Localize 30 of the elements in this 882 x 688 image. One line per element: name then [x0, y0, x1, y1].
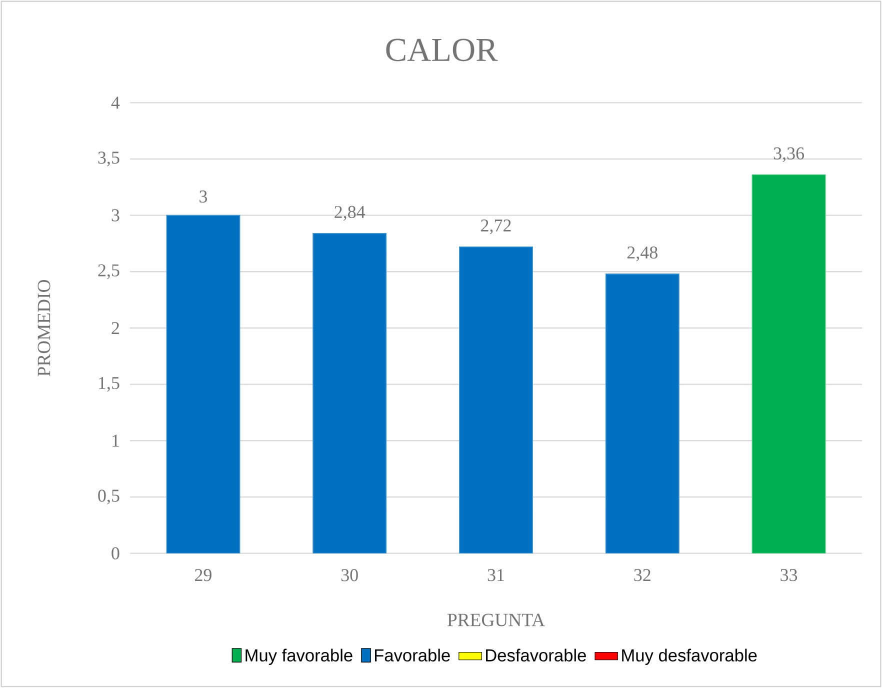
x-axis-title: PREGUNTA — [448, 614, 545, 626]
y-tick-label: 1,5 — [99, 377, 120, 392]
legend-label: Muy desfavorable — [622, 648, 757, 665]
y-tick-label: 1 — [112, 434, 119, 447]
data-label: 2,84 — [334, 206, 366, 221]
y-axis-title: PROMEDIO — [38, 280, 50, 376]
y-tick-label: 3,5 — [98, 152, 120, 166]
x-tick-label: 31 — [488, 569, 504, 582]
y-tick-label: 2 — [112, 322, 119, 334]
x-tick-label: 29 — [195, 569, 212, 582]
y-tick-label: 0 — [112, 547, 120, 560]
bar — [166, 214, 240, 554]
bar — [312, 232, 387, 554]
y-tick-label: 2,5 — [98, 264, 120, 279]
x-tick-label: 30 — [341, 569, 358, 582]
legend-label: Muy favorable — [246, 648, 352, 665]
legend-label: Favorable — [374, 648, 450, 662]
chart-title: CALOR — [386, 38, 498, 62]
bar — [605, 274, 680, 554]
data-label: 2,72 — [481, 219, 511, 234]
bar — [459, 246, 533, 554]
y-tick-label: 4 — [111, 96, 120, 109]
y-tick-label: 0,5 — [98, 490, 120, 504]
y-tick-label: 3 — [112, 209, 120, 222]
data-label: 3 — [200, 190, 208, 203]
x-tick-label: 32 — [634, 569, 650, 582]
data-label: 2,48 — [627, 246, 658, 262]
x-tick-label: 33 — [780, 569, 798, 582]
data-label: 3,36 — [774, 147, 804, 162]
legend-label: Desfavorable — [486, 648, 586, 662]
